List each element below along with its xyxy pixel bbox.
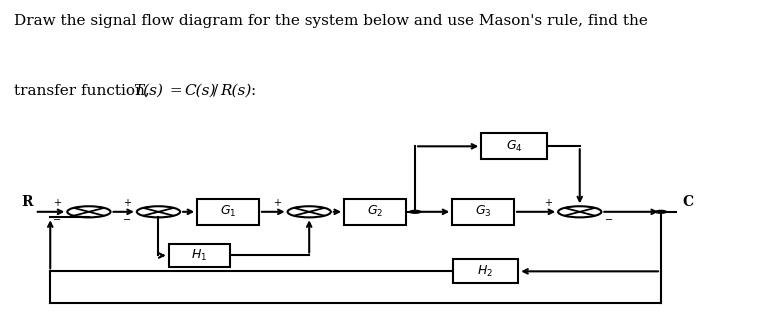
Text: +: + — [53, 198, 61, 208]
FancyBboxPatch shape — [344, 199, 406, 225]
FancyBboxPatch shape — [482, 134, 547, 159]
Text: +: + — [274, 198, 281, 208]
FancyBboxPatch shape — [169, 243, 230, 267]
FancyBboxPatch shape — [197, 199, 259, 225]
Circle shape — [410, 210, 421, 213]
Text: transfer function,: transfer function, — [14, 84, 155, 98]
Text: −: − — [53, 215, 61, 225]
Text: +: + — [544, 198, 552, 208]
Text: /: / — [213, 84, 218, 98]
Text: $G_2$: $G_2$ — [366, 204, 383, 219]
Text: R(s): R(s) — [220, 84, 252, 98]
Text: $G_4$: $G_4$ — [506, 139, 523, 154]
FancyBboxPatch shape — [453, 260, 519, 283]
Text: $G_3$: $G_3$ — [475, 204, 492, 219]
FancyBboxPatch shape — [452, 199, 514, 225]
Circle shape — [656, 210, 666, 213]
Text: −: − — [605, 215, 613, 225]
Text: $H_1$: $H_1$ — [192, 248, 207, 263]
Text: +: + — [123, 198, 131, 208]
Text: −: − — [123, 215, 131, 225]
Text: :: : — [250, 84, 256, 98]
Text: =: = — [165, 84, 187, 98]
Text: $G_1$: $G_1$ — [220, 204, 237, 219]
Text: $H_2$: $H_2$ — [478, 264, 493, 279]
Text: Draw the signal flow diagram for the system below and use Mason's rule, find the: Draw the signal flow diagram for the sys… — [14, 14, 648, 28]
Text: T(s): T(s) — [134, 84, 164, 98]
Text: C(s): C(s) — [184, 84, 216, 98]
Text: C: C — [683, 195, 693, 209]
Text: R: R — [22, 195, 32, 209]
